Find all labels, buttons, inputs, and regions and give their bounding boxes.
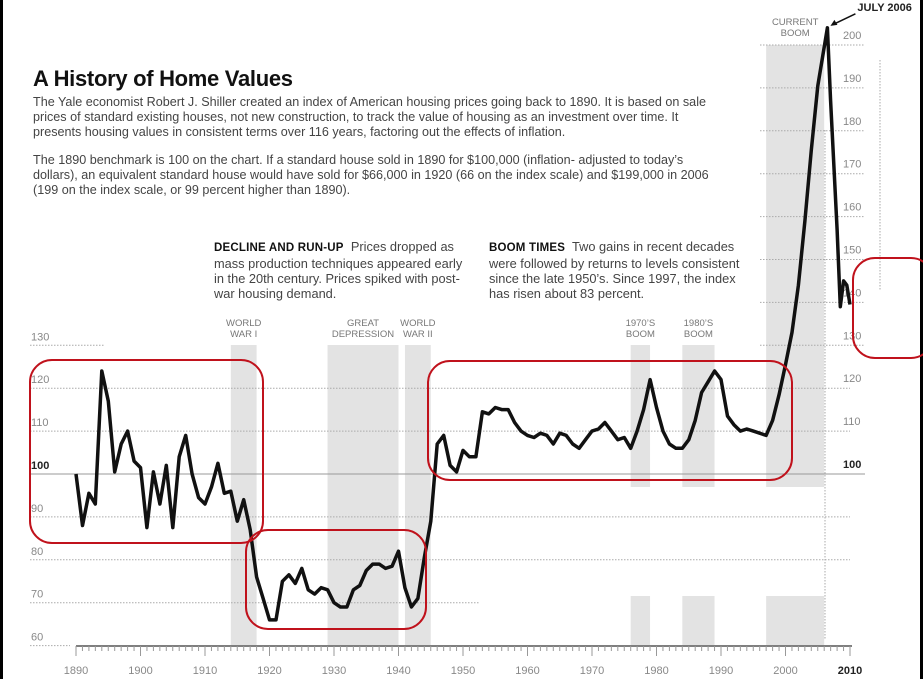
note-text: Two gains in recent decades were followe… [489,239,740,301]
y-tick-label: 90 [31,503,43,515]
note-decline-and-run-up: DECLINE AND RUN-UP Prices dropped as mas… [214,239,464,301]
x-tick-label: 1960 [515,665,539,677]
x-tick-label: 1900 [128,665,152,677]
x-tick-label: 1970 [580,665,604,677]
shaded-band [682,345,715,487]
right-border [920,0,923,679]
x-tick-label: 1910 [193,665,217,677]
note-heading: BOOM TIMES [489,242,566,254]
highlight-box [852,257,923,359]
band-label-line: WAR II [402,329,433,340]
shaded-band [230,345,257,645]
y-tick-label: 190 [843,73,861,85]
y-tick-label: 180 [843,116,861,128]
y-tick-label: 80 [31,546,43,558]
highlight-box [245,529,427,630]
left-border [0,0,3,679]
note-text: Prices dropped as mass production techni… [214,239,463,301]
annotation-july-2006: JULY 2006 [857,2,912,14]
x-tick-label: 2000 [773,665,797,677]
band-label: CURRENT BOOM [755,17,835,39]
y-tick-label: 100 [31,460,49,472]
chart-title: A History of Home Values [33,66,293,91]
shaded-band [327,345,399,645]
band-label-line: GREAT [347,318,380,329]
y-tick-label: 120 [31,374,49,386]
band-label: 1980’S BOOM [658,318,738,340]
highlight-box [427,360,793,481]
x-tick-label: 1990 [709,665,733,677]
y-tick-label: 200 [843,30,861,42]
band-label-line: 1980’S [683,318,714,329]
y-tick-label: 110 [31,417,49,429]
intro-text: The Yale economist Robert J. Shiller cre… [33,95,723,211]
band-label-line: WAR I [230,329,258,340]
note-heading: DECLINE AND RUN-UP [214,242,344,254]
x-tick-label: 1920 [257,665,281,677]
band-label-line: BOOM [683,329,713,340]
intro-paragraph-1: The Yale economist Robert J. Shiller cre… [33,95,706,139]
band-label-line: BOOM [625,329,655,340]
shaded-band [766,596,825,645]
band-label-line: CURRENT [771,17,819,28]
y-tick-label: 110 [843,416,861,428]
note-boom-times: BOOM TIMES Two gains in recent decades w… [489,239,759,301]
intro-paragraph-2: The 1890 benchmark is 100 on the chart. … [33,153,709,197]
band-label-line: WORLD [226,318,262,329]
y-tick-label: 130 [31,331,49,343]
band-label-line: WORLD [400,318,436,329]
y-tick-label: 70 [31,589,43,601]
x-tick-label: 1950 [451,665,475,677]
shaded-band [630,596,651,645]
x-tick-label: 1980 [644,665,668,677]
annotation-arrowhead [830,19,838,26]
x-tick-label: 1930 [322,665,346,677]
band-label: GREAT DEPRESSION [323,318,403,340]
y-tick-label: 160 [843,202,861,214]
x-tick-label: 1940 [386,665,410,677]
highlight-box [29,359,264,544]
band-label: WORLD WAR I [204,318,284,340]
y-tick-label: 150 [843,245,861,257]
shaded-band [682,596,715,645]
y-tick-label: 170 [843,159,861,171]
band-label-line: DEPRESSION [331,329,395,340]
band-label-line: 1970’S [625,318,656,329]
y-tick-label: 60 [31,632,43,644]
x-tick-label: 2010 [838,665,862,677]
x-tick-label: 1890 [64,665,88,677]
y-tick-label: 120 [843,373,861,385]
band-label: WORLD WAR II [378,318,458,340]
y-tick-label: 100 [843,459,861,471]
band-label: 1970’S BOOM [600,318,680,340]
band-label-line: BOOM [780,28,810,39]
